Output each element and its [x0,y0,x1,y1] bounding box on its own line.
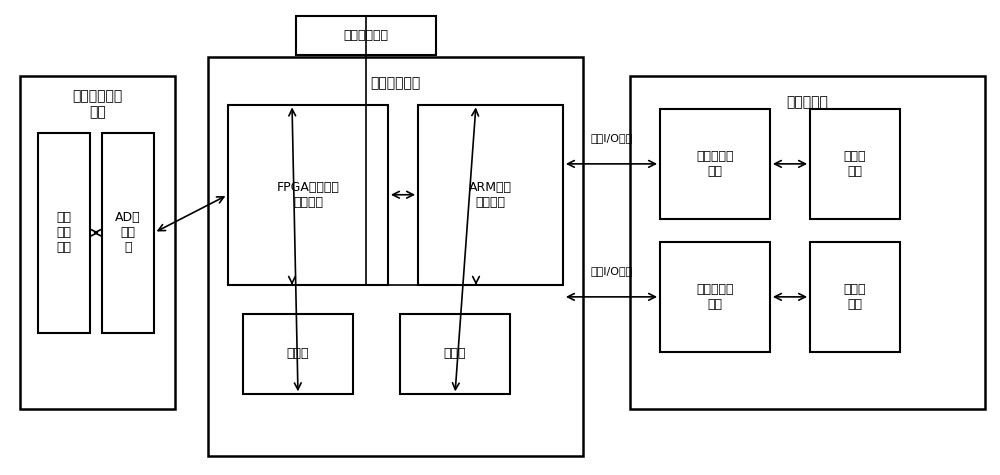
Text: ARM处理
控制模块: ARM处理 控制模块 [469,181,512,209]
Text: 供电电源模块: 供电电源模块 [344,28,388,42]
Text: 第二I/O通道: 第二I/O通道 [590,133,633,143]
Bar [400,314,510,394]
Text: 第二信号保
持器: 第二信号保 持器 [696,150,734,178]
Bar [418,104,563,285]
Text: 第二继
电器: 第二继 电器 [844,150,866,178]
Text: FPGA高速信号
采集单元: FPGA高速信号 采集单元 [277,181,339,209]
Text: AD转
换模
块: AD转 换模 块 [115,211,141,254]
Text: 第一继
电器: 第一继 电器 [844,283,866,311]
Bar [20,76,175,408]
Text: 控制中心单元: 控制中心单元 [370,76,421,90]
Bar [810,242,900,352]
Bar [660,242,770,352]
Text: 第一I/O通道: 第一I/O通道 [590,266,633,276]
Text: 上位机: 上位机 [444,347,466,361]
Bar [243,314,353,394]
Bar [38,133,90,332]
Bar [102,133,154,332]
Text: 继电器单元: 继电器单元 [787,95,828,109]
Bar [810,109,900,218]
Bar [630,76,985,408]
Bar [228,104,388,285]
Bar [296,16,436,55]
Text: 信号处理转换
单元: 信号处理转换 单元 [72,89,123,120]
Text: 第一信号保
持器: 第一信号保 持器 [696,283,734,311]
Text: 信号
处理
模块: 信号 处理 模块 [56,211,72,254]
Bar [208,57,583,456]
Bar [660,109,770,218]
Text: 存储器: 存储器 [287,347,309,361]
